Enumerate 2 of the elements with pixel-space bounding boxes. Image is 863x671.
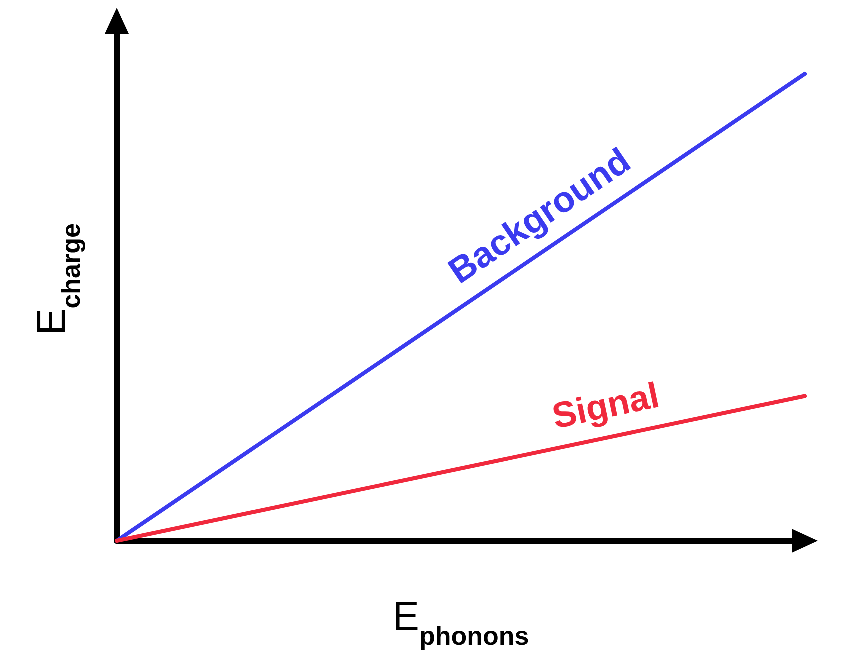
text: Signal <box>548 374 663 437</box>
y-axis-title: Echarge <box>30 224 86 336</box>
